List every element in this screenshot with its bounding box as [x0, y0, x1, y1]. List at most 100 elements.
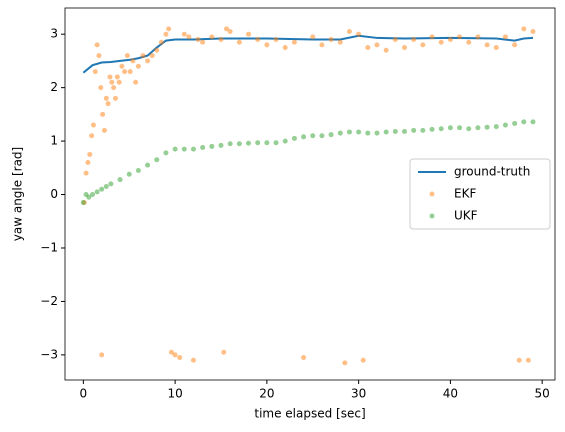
point — [181, 31, 187, 37]
point — [218, 142, 224, 148]
point — [457, 125, 463, 131]
point — [236, 39, 242, 45]
point — [374, 130, 380, 136]
point — [109, 79, 115, 85]
point — [246, 31, 252, 37]
point — [124, 53, 130, 59]
point — [264, 140, 270, 146]
point — [484, 124, 490, 130]
point — [411, 37, 417, 43]
point — [145, 162, 151, 168]
point — [190, 146, 196, 152]
point — [337, 39, 343, 45]
point — [107, 74, 113, 80]
y-tick-label: −3 — [40, 347, 58, 361]
point — [411, 127, 417, 133]
point — [310, 133, 316, 139]
point — [356, 129, 362, 135]
point — [502, 122, 508, 128]
point — [402, 45, 408, 51]
point — [92, 69, 98, 75]
legend-box — [409, 158, 551, 230]
point — [135, 167, 141, 173]
point — [209, 34, 215, 40]
point — [356, 31, 362, 37]
point — [133, 79, 139, 85]
x-tick-label: 20 — [259, 387, 274, 401]
legend-label: UKF — [454, 209, 478, 223]
legend-swatch — [429, 213, 435, 219]
point — [346, 129, 352, 135]
point — [530, 119, 536, 125]
point — [166, 26, 172, 32]
x-axis-label: time elapsed [sec] — [254, 407, 365, 421]
x-tick-label: 50 — [535, 387, 550, 401]
point — [429, 126, 435, 132]
point — [447, 125, 453, 131]
legend-label: EKF — [454, 187, 476, 201]
point — [135, 63, 141, 69]
point — [163, 150, 169, 156]
point — [101, 127, 107, 133]
point — [195, 37, 201, 43]
point — [96, 53, 102, 59]
point — [227, 29, 233, 35]
point — [521, 119, 527, 125]
point — [126, 171, 132, 177]
point — [83, 170, 89, 176]
x-tick-label: 40 — [443, 387, 458, 401]
point — [475, 34, 481, 40]
point — [149, 53, 155, 59]
point — [273, 140, 279, 146]
point — [90, 122, 96, 128]
point — [282, 138, 288, 144]
point — [438, 126, 444, 132]
point — [145, 58, 151, 64]
point — [342, 360, 348, 366]
point — [103, 95, 109, 101]
point — [103, 184, 109, 190]
point — [163, 31, 169, 37]
point — [94, 42, 100, 48]
point — [392, 37, 398, 43]
point — [154, 157, 160, 163]
x-tick-label: 0 — [80, 387, 88, 401]
point — [140, 53, 146, 59]
point — [99, 352, 105, 358]
point — [429, 34, 435, 40]
point — [383, 129, 389, 135]
point — [392, 128, 398, 134]
point — [493, 124, 499, 130]
point — [521, 26, 527, 32]
point — [466, 39, 472, 45]
x-tick-label: 30 — [351, 387, 366, 401]
point — [484, 42, 490, 48]
point — [218, 37, 224, 43]
point — [105, 101, 111, 107]
point — [310, 34, 316, 40]
point — [337, 130, 343, 136]
point — [114, 74, 120, 80]
point — [264, 42, 270, 48]
point — [512, 120, 518, 126]
point — [319, 133, 325, 139]
point — [383, 47, 389, 53]
point — [127, 69, 133, 75]
point — [291, 39, 297, 45]
point — [328, 37, 334, 43]
point — [168, 349, 174, 355]
y-tick-label: 2 — [50, 80, 58, 94]
point — [475, 125, 481, 131]
point — [158, 39, 164, 45]
point — [447, 37, 453, 43]
point — [246, 140, 252, 146]
point — [420, 42, 426, 48]
point — [227, 141, 233, 147]
point — [493, 45, 499, 51]
plot-area — [80, 26, 536, 366]
point — [346, 29, 352, 35]
legend-label: ground-truth — [454, 165, 530, 179]
point — [119, 63, 125, 69]
point — [154, 47, 160, 53]
point — [457, 34, 463, 40]
